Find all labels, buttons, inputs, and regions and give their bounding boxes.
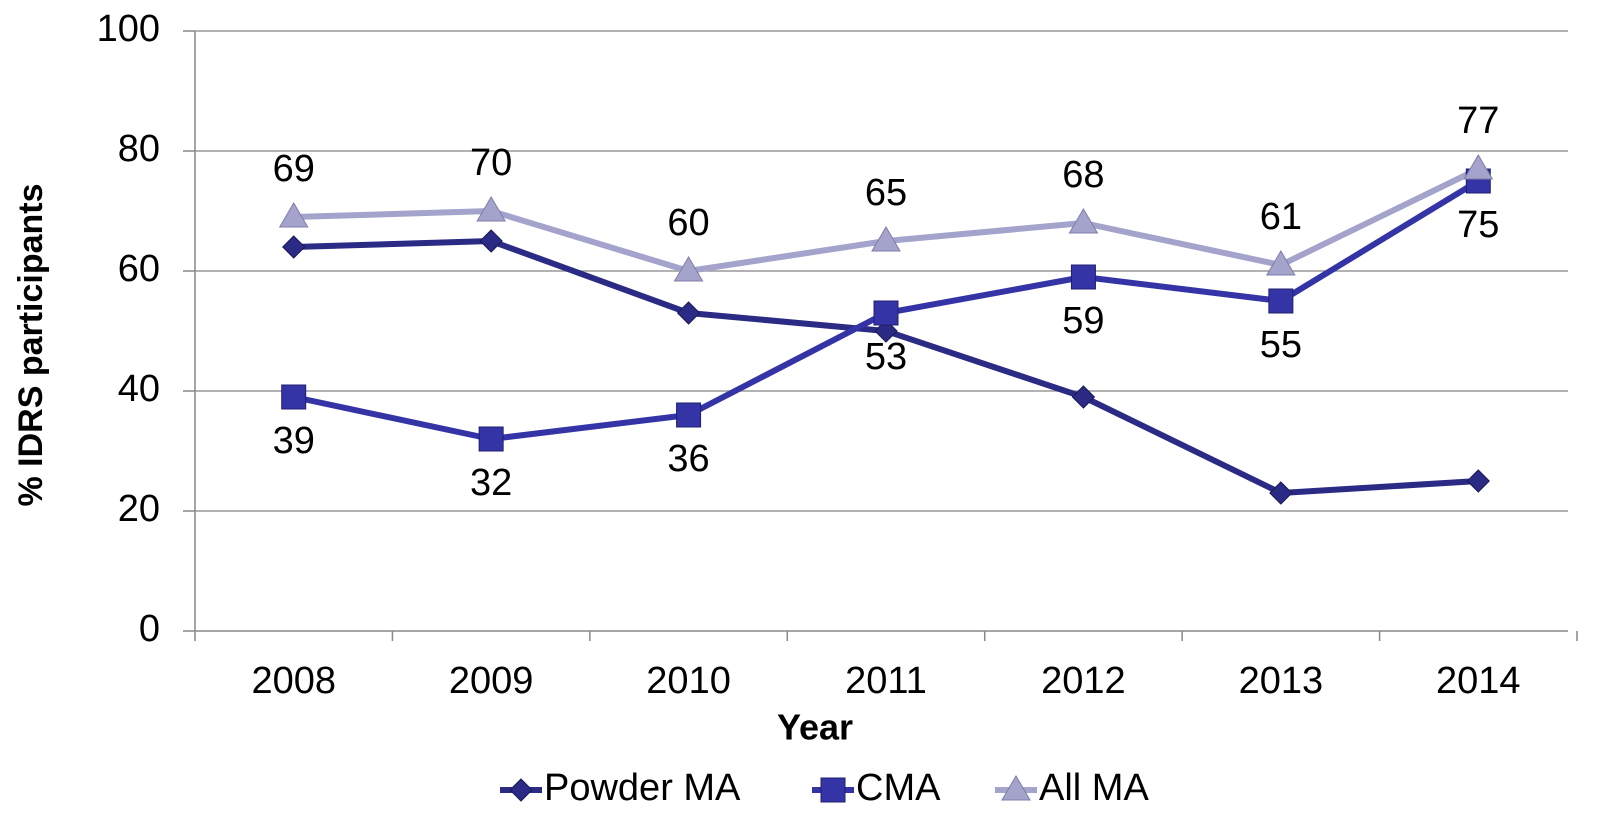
marker: [673, 256, 704, 282]
marker: [278, 202, 309, 228]
y-tick-label: 20: [118, 488, 160, 530]
legend-marker: [820, 777, 846, 803]
marker: [676, 301, 701, 325]
data-label: 69: [273, 148, 315, 190]
legend-marker: [509, 778, 533, 802]
data-label: 32: [470, 462, 512, 504]
marker: [1463, 154, 1494, 180]
data-label: 59: [1062, 300, 1104, 342]
x-tick-label: 2010: [646, 660, 731, 702]
x-tick-label: 2014: [1436, 660, 1521, 702]
marker: [871, 226, 901, 252]
y-tick-label: 60: [118, 248, 160, 290]
data-label: 75: [1457, 204, 1499, 246]
data-label: 70: [470, 142, 512, 184]
data-label: 61: [1260, 196, 1302, 238]
data-label: 65: [865, 172, 907, 214]
marker: [873, 300, 899, 326]
x-tick-label: 2011: [845, 660, 927, 702]
marker: [1071, 385, 1096, 409]
data-label: 55: [1260, 324, 1302, 366]
marker: [1070, 264, 1096, 290]
data-label: 60: [667, 202, 709, 244]
marker: [1268, 288, 1294, 314]
data-label: 68: [1062, 154, 1104, 196]
y-tick-label: 40: [118, 368, 160, 410]
marker: [478, 426, 504, 452]
x-axis-title: Year: [777, 707, 853, 748]
data-label: 77: [1457, 100, 1499, 142]
data-label: 36: [667, 438, 709, 480]
marker: [1269, 481, 1293, 505]
y-axis-title: % IDRS participants: [12, 183, 50, 506]
y-tick-label: 0: [139, 608, 160, 650]
x-tick-label: 2009: [449, 660, 534, 702]
marker: [281, 384, 307, 410]
legend-label: Powder MA: [544, 767, 741, 809]
marker: [479, 229, 503, 253]
marker: [676, 402, 702, 428]
marker: [1466, 469, 1490, 493]
legend-label: CMA: [856, 767, 941, 809]
legend-label: All MA: [1039, 767, 1149, 809]
marker: [282, 235, 306, 259]
marker: [1265, 250, 1296, 276]
x-tick-label: 2008: [251, 660, 336, 702]
x-tick-label: 2012: [1041, 660, 1126, 702]
legend-marker: [1001, 775, 1031, 801]
y-tick-label: 100: [97, 8, 160, 50]
y-tick-label: 80: [118, 128, 160, 170]
x-tick-label: 2013: [1239, 660, 1324, 702]
data-label: 53: [865, 336, 907, 378]
marker: [476, 196, 507, 222]
data-label: 39: [273, 420, 315, 462]
marker: [1068, 208, 1099, 234]
